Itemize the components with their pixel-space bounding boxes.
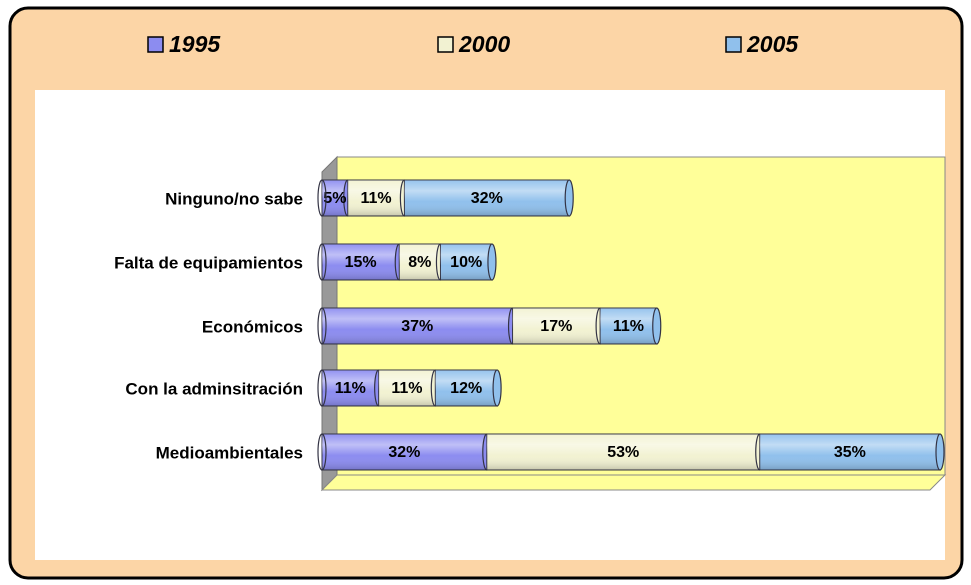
floor [320,474,947,491]
bar-cap [564,179,574,217]
bar-shine [512,308,601,344]
category-label: Ninguno/no sabe [165,189,303,208]
bar-cap [935,433,945,471]
bar-shine [399,244,441,280]
value-label: 11% [613,318,644,335]
category-label: Falta de equipamientos [114,253,303,272]
category-label: Medioambientales [156,443,303,462]
bar-cap [492,369,502,407]
value-label: 12% [450,380,482,397]
category-label: Económicos [202,317,303,336]
value-label: 32% [471,190,503,207]
value-label: 8% [408,254,431,271]
bar-shine [378,370,436,406]
value-label: 35% [834,444,866,461]
bar-shine [322,370,379,406]
legend-label: 2005 [746,31,799,57]
value-label: 10% [450,254,482,271]
bar-shine [435,370,498,406]
value-label: 15% [345,254,377,271]
value-label: 11% [335,380,366,397]
bar-start-cap [317,179,327,217]
bar-shine [486,434,760,470]
value-label: 32% [388,444,420,461]
bar-shine [322,434,487,470]
value-label: 5% [323,190,346,207]
value-label: 11% [391,380,422,397]
value-label: 17% [540,318,572,335]
value-label: 37% [401,318,433,335]
bar-shine [440,244,492,280]
legend-swatch [437,36,454,53]
bar-start-cap [317,307,327,345]
category-label: Con la adminsitración [125,379,303,398]
value-label: 11% [361,190,392,207]
legend-label: 2000 [458,31,510,57]
bar-start-cap [317,369,327,407]
legend-swatch [725,36,742,53]
value-label: 53% [607,444,639,461]
bar-start-cap [317,433,327,471]
bar-shine [600,308,657,344]
bar-shine [759,434,940,470]
bar-start-cap [317,243,327,281]
bar-shine [404,180,570,216]
legend-swatch [147,36,164,53]
bar-shine [322,244,400,280]
bar-cap [652,307,662,345]
legend-label: 1995 [169,31,221,57]
bar-shine [322,308,513,344]
bar-cap [487,243,497,281]
bar-shine [347,180,405,216]
